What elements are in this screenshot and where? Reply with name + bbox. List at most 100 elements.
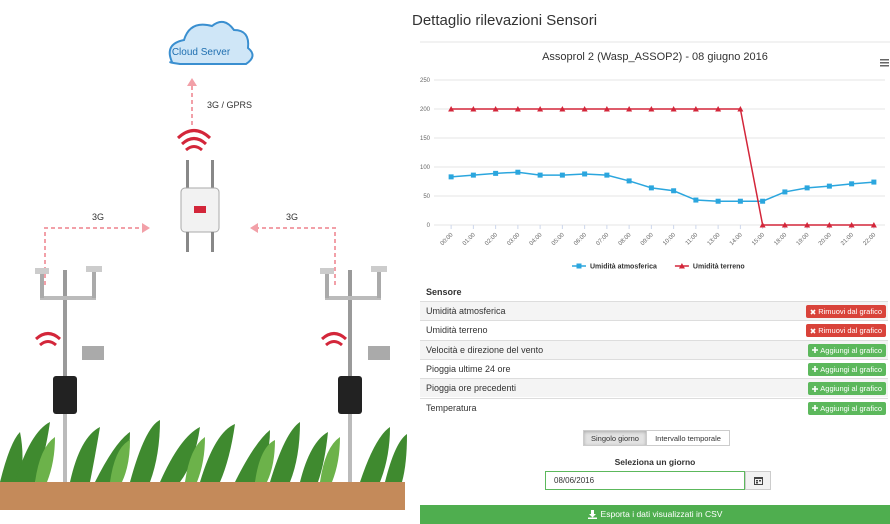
add-icon: [812, 366, 819, 373]
row-button[interactable]: Aggiungi al grafico: [808, 382, 886, 396]
station-right: [320, 266, 390, 504]
marker: [648, 106, 655, 112]
table-row: Temperatura Aggiungi al grafico: [420, 397, 888, 417]
series-line: [451, 171, 874, 202]
marker: [715, 198, 721, 204]
y-tick-label: 250: [420, 78, 431, 84]
marker: [826, 183, 832, 189]
add-icon: [812, 347, 819, 354]
y-tick-label: 150: [420, 136, 431, 142]
marker: [559, 172, 565, 178]
soil: [0, 482, 405, 510]
calendar-button[interactable]: [745, 471, 771, 490]
y-tick-label: 50: [423, 194, 430, 200]
date-label: Seleziona un giorno: [614, 457, 696, 467]
x-tick-label: 19:00: [796, 232, 811, 247]
button-label: Aggiungi al grafico: [820, 364, 882, 374]
marker: [470, 106, 477, 112]
chart-title: Assoprol 2 (Wasp_ASSOP2) - 08 giugno 201…: [542, 51, 768, 63]
y-tick-label: 0: [427, 223, 431, 229]
table-header: Sensore: [426, 287, 462, 297]
export-button[interactable]: Esporta i dati visualizzati in CSV: [420, 505, 890, 524]
gateway: [176, 129, 212, 152]
x-tick-label: 21:00: [840, 232, 855, 247]
marker: [870, 222, 877, 228]
sensor-name: Umidità atmosferica: [426, 306, 506, 316]
table-row: Umidità atmosferica Rimuovi dal grafico: [420, 301, 888, 320]
uplink-label: 3G / GPRS: [207, 100, 252, 110]
marker: [759, 222, 766, 228]
menu-icon[interactable]: [880, 59, 889, 67]
marker: [582, 171, 588, 177]
y-tick-label: 200: [420, 107, 431, 113]
button-label: Aggiungi al grafico: [820, 403, 882, 413]
legend-label: Umidità atmosferica: [590, 264, 657, 271]
x-tick-label: 10:00: [662, 232, 677, 247]
legend-marker: [678, 263, 685, 269]
marker: [470, 172, 476, 178]
plants-light: [35, 437, 340, 482]
calendar-icon: [753, 477, 763, 485]
legend-label: Umidità terreno: [693, 264, 745, 271]
date-input[interactable]: 08/06/2016: [545, 471, 745, 490]
page-title: Dettaglio rilevazioni Sensori: [412, 12, 598, 29]
antenna: [186, 160, 189, 190]
x-tick-label: 04:00: [529, 232, 544, 247]
cloud-label: Cloud Server: [172, 47, 231, 58]
antenna: [186, 232, 189, 252]
marker: [581, 106, 588, 112]
sensor-name: Pioggia ore precedenti: [426, 383, 517, 394]
arrow-head: [142, 223, 150, 233]
button-label: Aggiungi al grafico: [820, 345, 882, 355]
legend-marker: [576, 263, 582, 269]
marker: [848, 222, 855, 228]
row-button[interactable]: Aggiungi al grafico: [808, 362, 886, 376]
x-tick-label: 09:00: [640, 232, 655, 247]
x-tick-label: 05:00: [551, 232, 566, 247]
marker: [781, 222, 788, 228]
x-tick-label: 22:00: [862, 232, 877, 247]
x-tick-label: 14:00: [729, 232, 744, 247]
marker: [626, 106, 633, 112]
row-button[interactable]: Rimuovi dal grafico: [806, 324, 886, 338]
download-icon: [587, 510, 597, 519]
marker: [826, 222, 833, 228]
x-tick-label: 08:00: [618, 232, 633, 247]
station-left: [34, 266, 104, 504]
marker: [648, 185, 654, 191]
marker: [782, 189, 788, 195]
x-tick-label: 06:00: [573, 232, 588, 247]
remove-icon: [810, 308, 816, 315]
x-tick-label: 00:00: [440, 232, 455, 247]
x-tick-label: 01:00: [462, 232, 477, 247]
marker: [493, 170, 499, 176]
x-tick-label: 11:00: [685, 232, 700, 247]
marker: [804, 185, 810, 191]
add-icon: [812, 405, 819, 411]
table-row: Pioggia ultime 24 ore Aggiungi al grafico: [420, 358, 888, 378]
sensor-name: Velocità e direzione del vento: [426, 344, 544, 355]
row-button[interactable]: Rimuovi dal grafico: [806, 305, 886, 318]
row-button[interactable]: Aggiungi al grafico: [808, 401, 886, 415]
row-button[interactable]: Aggiungi al grafico: [808, 343, 886, 357]
x-tick-label: 02:00: [484, 232, 499, 247]
table-row: Pioggia ore precedenti Aggiungi al grafic…: [420, 378, 888, 398]
marker: [514, 106, 521, 112]
y-tick-label: 100: [420, 165, 431, 171]
marker: [448, 174, 454, 180]
mode-range[interactable]: Intervallo temporale: [646, 430, 730, 446]
marker: [559, 106, 566, 112]
add-icon: [812, 385, 819, 392]
series-line: [451, 108, 874, 226]
remove-icon: [810, 328, 816, 334]
mode-single[interactable]: Singolo giorno: [583, 430, 647, 446]
table-row: Umidità terreno Rimuovi dal grafico: [420, 320, 888, 339]
marker: [849, 181, 855, 187]
marker: [537, 172, 543, 178]
marker: [693, 197, 699, 203]
plants: [0, 420, 407, 482]
sensor-name: Temperatura: [426, 402, 477, 413]
marker: [692, 106, 699, 112]
marker: [603, 106, 610, 112]
marker: [715, 106, 722, 112]
